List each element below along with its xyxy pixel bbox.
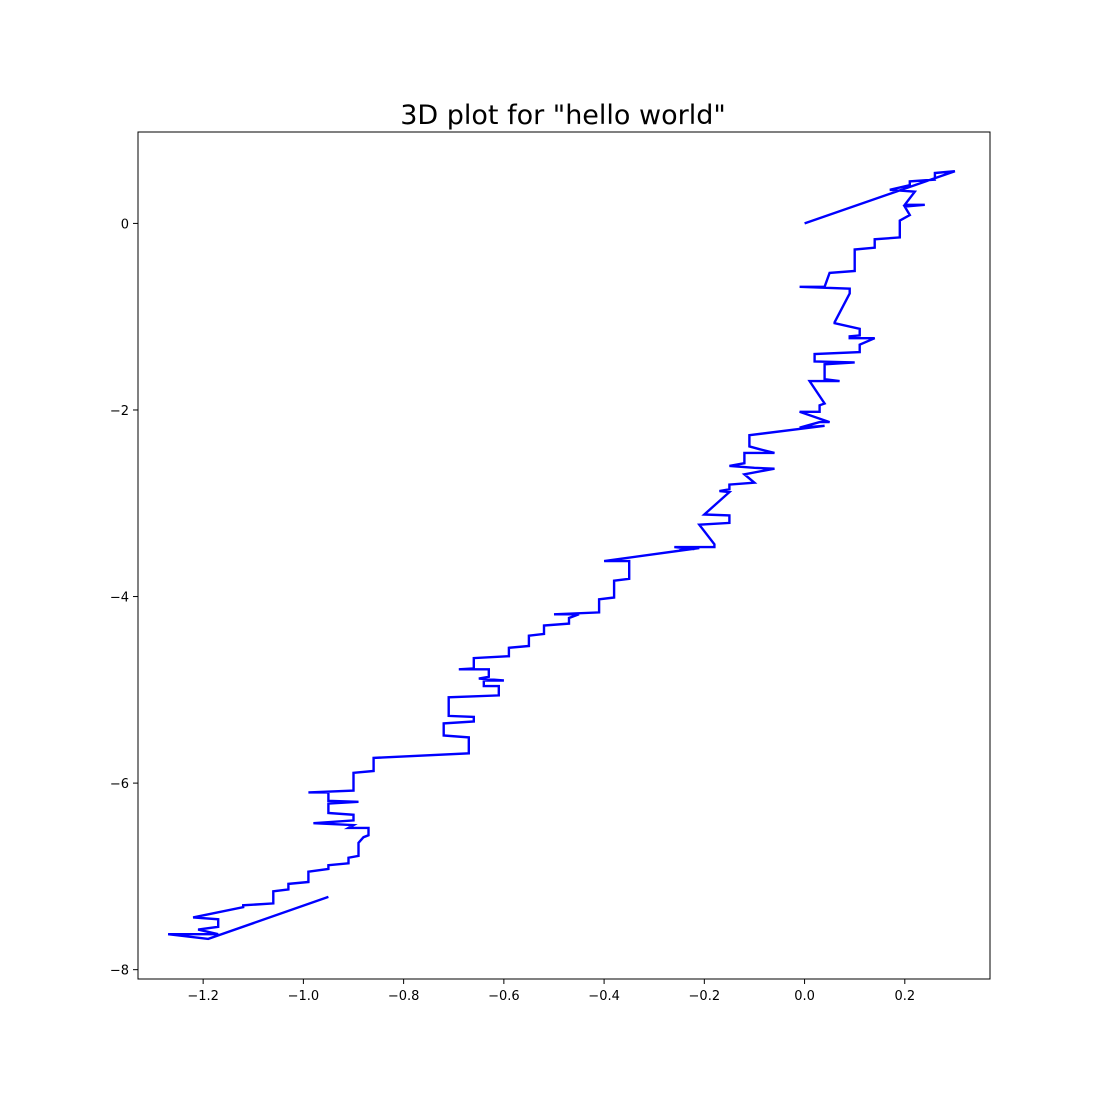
y-tick-label: −2	[110, 404, 129, 419]
chart-title: 3D plot for "hello world"	[400, 100, 726, 131]
y-tick-label: −4	[110, 591, 129, 606]
x-axis: −1.2 −1.0 −0.8 −0.6 −0.4 −0.2 0.0 0.2	[187, 979, 915, 1004]
x-tick-label: 0.2	[894, 989, 915, 1004]
x-tick-label: −1.0	[288, 989, 320, 1004]
y-tick-label: 0	[121, 217, 129, 232]
x-tick-label: −0.2	[689, 989, 721, 1004]
x-tick-label: −0.4	[588, 989, 620, 1004]
y-tick-label: −6	[110, 777, 129, 792]
x-tick-label: −0.8	[388, 989, 420, 1004]
x-tick-label: 0.0	[794, 989, 815, 1004]
y-axis: 0 −2 −4 −6 −8	[110, 217, 138, 979]
x-tick-label: −1.2	[187, 989, 219, 1004]
series-layer	[167, 170, 956, 941]
series-line-0	[167, 170, 956, 941]
y-tick-label: −8	[110, 964, 129, 979]
axes-frame	[137, 131, 991, 980]
x-tick-label: −0.6	[488, 989, 520, 1004]
plot-area	[137, 131, 991, 980]
